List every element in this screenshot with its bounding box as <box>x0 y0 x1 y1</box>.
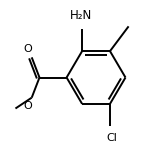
Text: O: O <box>24 101 32 111</box>
Text: H₂N: H₂N <box>69 9 92 22</box>
Text: O: O <box>24 44 32 54</box>
Text: Cl: Cl <box>106 133 117 143</box>
